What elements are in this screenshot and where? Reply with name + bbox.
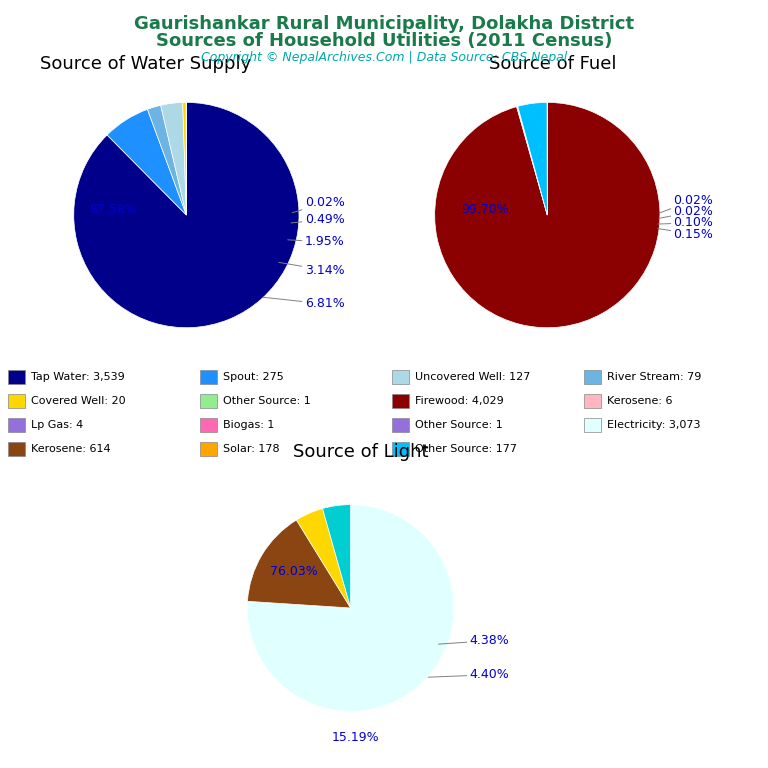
Text: Source of Water Supply: Source of Water Supply (40, 55, 251, 73)
Wedge shape (107, 109, 187, 215)
Bar (200, 442, 217, 455)
Bar (8, 442, 25, 455)
Text: 0.02%: 0.02% (659, 205, 713, 218)
Text: 6.81%: 6.81% (263, 297, 344, 310)
Title: Source of Light: Source of Light (293, 443, 429, 462)
Text: 99.70%: 99.70% (462, 203, 509, 216)
Text: 0.15%: 0.15% (657, 227, 713, 240)
Wedge shape (518, 102, 548, 215)
Bar (392, 370, 409, 383)
Wedge shape (147, 105, 187, 215)
Bar (584, 394, 601, 408)
Text: Kerosene: 6: Kerosene: 6 (607, 396, 672, 406)
Text: Other Source: 177: Other Source: 177 (415, 444, 517, 454)
Text: 76.03%: 76.03% (270, 565, 318, 578)
Text: 0.10%: 0.10% (657, 217, 713, 230)
Text: 4.38%: 4.38% (439, 634, 509, 647)
Text: 0.02%: 0.02% (293, 196, 345, 213)
Bar (8, 394, 25, 408)
Text: River Stream: 79: River Stream: 79 (607, 372, 701, 382)
Bar (392, 418, 409, 432)
Wedge shape (183, 102, 187, 215)
Wedge shape (296, 508, 351, 608)
Text: Lp Gas: 4: Lp Gas: 4 (31, 420, 83, 430)
Text: Copyright © NepalArchives.Com | Data Source: CBS Nepal: Copyright © NepalArchives.Com | Data Sou… (201, 51, 567, 64)
Bar (584, 418, 601, 432)
Text: Electricity: 3,073: Electricity: 3,073 (607, 420, 700, 430)
Text: Other Source: 1: Other Source: 1 (415, 420, 502, 430)
Text: Solar: 178: Solar: 178 (223, 444, 280, 454)
Text: Kerosene: 614: Kerosene: 614 (31, 444, 111, 454)
Bar (200, 370, 217, 383)
Text: Tap Water: 3,539: Tap Water: 3,539 (31, 372, 124, 382)
Bar (200, 418, 217, 432)
Text: 0.49%: 0.49% (291, 213, 344, 226)
Text: 4.40%: 4.40% (428, 668, 509, 681)
Text: Covered Well: 20: Covered Well: 20 (31, 396, 125, 406)
Wedge shape (74, 102, 299, 328)
Bar (584, 370, 601, 383)
Text: 87.58%: 87.58% (89, 203, 137, 216)
Wedge shape (247, 520, 351, 608)
Bar (8, 370, 25, 383)
Text: 0.02%: 0.02% (660, 194, 713, 213)
Text: 15.19%: 15.19% (332, 730, 379, 743)
Wedge shape (517, 107, 548, 215)
Bar (392, 442, 409, 455)
Text: 3.14%: 3.14% (279, 263, 344, 276)
Wedge shape (435, 102, 660, 328)
Bar (200, 394, 217, 408)
Title: Source of Fuel: Source of Fuel (489, 55, 617, 73)
Bar (8, 418, 25, 432)
Text: Gaurishankar Rural Municipality, Dolakha District: Gaurishankar Rural Municipality, Dolakha… (134, 15, 634, 33)
Text: Biogas: 1: Biogas: 1 (223, 420, 274, 430)
Text: Firewood: 4,029: Firewood: 4,029 (415, 396, 504, 406)
Text: Sources of Household Utilities (2011 Census): Sources of Household Utilities (2011 Cen… (156, 32, 612, 50)
Wedge shape (247, 505, 454, 711)
Bar (392, 394, 409, 408)
Wedge shape (518, 106, 548, 215)
Text: Spout: 275: Spout: 275 (223, 372, 283, 382)
Text: Uncovered Well: 127: Uncovered Well: 127 (415, 372, 530, 382)
Text: Other Source: 1: Other Source: 1 (223, 396, 310, 406)
Wedge shape (161, 102, 187, 215)
Text: 1.95%: 1.95% (288, 236, 344, 249)
Wedge shape (323, 505, 351, 608)
